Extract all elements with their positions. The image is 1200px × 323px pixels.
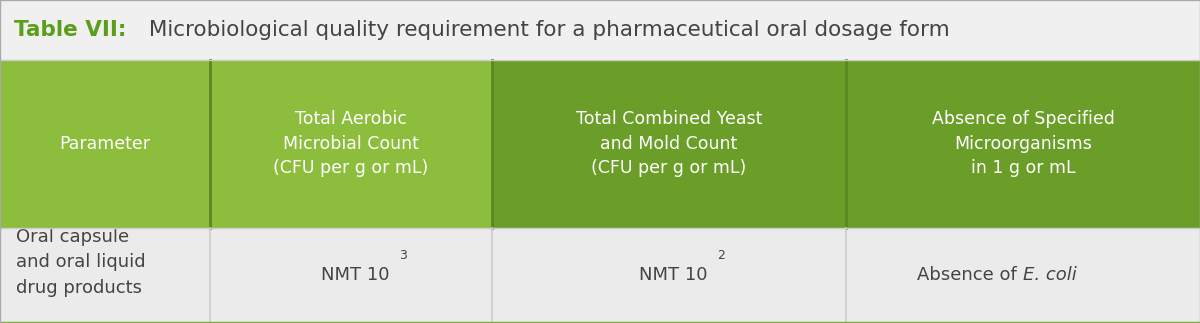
Text: Absence of Specified
Microorganisms
in 1 g or mL: Absence of Specified Microorganisms in 1… xyxy=(931,110,1115,177)
Text: Total Aerobic
Microbial Count
(CFU per g or mL): Total Aerobic Microbial Count (CFU per g… xyxy=(274,110,428,177)
Text: Table VII:: Table VII: xyxy=(14,20,127,40)
Text: 2: 2 xyxy=(716,249,725,263)
FancyBboxPatch shape xyxy=(210,60,492,228)
FancyBboxPatch shape xyxy=(0,0,1200,60)
Text: Total Combined Yeast
and Mold Count
(CFU per g or mL): Total Combined Yeast and Mold Count (CFU… xyxy=(576,110,762,177)
Text: NMT 10: NMT 10 xyxy=(320,266,390,284)
FancyBboxPatch shape xyxy=(0,228,210,323)
FancyBboxPatch shape xyxy=(492,228,846,323)
FancyBboxPatch shape xyxy=(492,60,846,228)
FancyBboxPatch shape xyxy=(0,60,210,228)
Text: 3: 3 xyxy=(398,249,407,263)
FancyBboxPatch shape xyxy=(846,60,1200,228)
Text: Microbiological quality requirement for a pharmaceutical oral dosage form: Microbiological quality requirement for … xyxy=(142,20,949,40)
Text: Absence of: Absence of xyxy=(918,266,1022,284)
Text: NMT 10: NMT 10 xyxy=(640,266,708,284)
FancyBboxPatch shape xyxy=(210,228,492,323)
Text: Oral capsule
and oral liquid
drug products: Oral capsule and oral liquid drug produc… xyxy=(16,228,145,297)
Text: Parameter: Parameter xyxy=(60,135,150,153)
FancyBboxPatch shape xyxy=(846,228,1200,323)
Text: E. coli: E. coli xyxy=(1022,266,1076,284)
